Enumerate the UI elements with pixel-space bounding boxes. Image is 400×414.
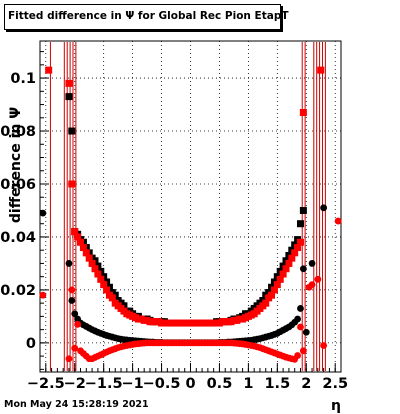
square-marker	[45, 66, 53, 74]
y-axis-title: difference in Ψ	[8, 107, 24, 223]
x-tick-label: 1	[243, 376, 253, 392]
square-marker	[294, 244, 302, 252]
y-tick-label: 0.06	[0, 177, 36, 193]
circle-marker	[71, 310, 79, 318]
square-marker	[108, 294, 116, 302]
circle-marker	[74, 320, 82, 328]
circle-marker	[320, 204, 328, 212]
square-marker	[77, 238, 85, 246]
y-tick-label: 0.04	[0, 230, 36, 246]
data-markers	[39, 66, 342, 363]
square-marker	[85, 254, 93, 262]
y-tick-label: 0.08	[0, 124, 36, 140]
circle-marker	[299, 347, 307, 355]
y-tick-label: 0.02	[0, 283, 36, 299]
x-tick-label: −1.5	[85, 376, 123, 392]
square-marker	[268, 291, 276, 299]
square-marker	[276, 275, 284, 283]
square-marker	[68, 127, 76, 135]
square-marker	[91, 265, 99, 273]
plot-frame	[39, 40, 342, 373]
x-tick-label: 1.5	[264, 376, 290, 392]
circle-marker	[334, 217, 342, 225]
square-marker	[71, 228, 79, 236]
square-marker	[273, 281, 281, 289]
square-marker	[291, 249, 299, 257]
circle-marker	[320, 342, 328, 349]
circle-marker	[68, 286, 76, 294]
square-marker	[79, 244, 87, 252]
square-marker	[285, 259, 293, 267]
square-marker	[103, 286, 111, 294]
x-tick-label: 2	[301, 376, 311, 392]
circle-marker	[299, 265, 307, 273]
circle-marker	[302, 328, 310, 336]
circle-marker	[297, 323, 304, 331]
x-tick-label: 0.5	[207, 376, 233, 392]
square-marker	[65, 79, 73, 87]
square-marker	[74, 233, 82, 241]
x-tick-label: −0.5	[143, 376, 181, 392]
circle-marker	[308, 281, 316, 289]
circle-marker	[39, 209, 47, 217]
square-marker	[97, 275, 105, 283]
circle-marker	[68, 297, 76, 304]
circle-marker	[294, 352, 301, 359]
circle-marker	[71, 344, 79, 352]
square-marker	[94, 270, 102, 278]
square-marker	[299, 108, 307, 116]
chart-title: Fitted difference in Ψ for Global Rec Pi…	[8, 10, 289, 22]
x-tick-label: 0	[185, 376, 195, 392]
square-marker	[88, 259, 96, 267]
square-marker	[279, 270, 287, 278]
square-marker	[270, 286, 278, 294]
circle-marker	[314, 275, 322, 283]
circle-marker	[297, 305, 304, 312]
circle-marker	[65, 355, 73, 363]
circle-marker	[65, 260, 73, 267]
square-marker	[296, 238, 304, 246]
y-tick-label: 0.1	[10, 71, 36, 87]
square-marker	[288, 254, 296, 262]
x-tick-label: 2.5	[322, 376, 348, 392]
square-marker	[299, 206, 307, 214]
circle-marker	[39, 291, 47, 299]
square-marker	[296, 220, 304, 228]
circle-marker	[308, 260, 316, 267]
circle-marker	[294, 315, 301, 323]
x-tick-label: −2.5	[27, 376, 65, 392]
y-tick-label: 0	[26, 336, 36, 352]
square-marker	[82, 249, 90, 257]
chart-title-box: Fitted difference in Ψ for Global Rec Pi…	[4, 4, 289, 30]
square-marker	[262, 299, 270, 307]
x-tick-label: −1	[121, 376, 143, 392]
square-marker	[68, 180, 76, 188]
square-marker	[317, 66, 325, 74]
timestamp: Mon May 24 15:28:19 2021	[4, 399, 149, 410]
square-marker	[282, 265, 290, 273]
x-tick-label: −2	[64, 376, 86, 392]
x-axis-title: η	[331, 398, 341, 414]
square-marker	[65, 93, 73, 101]
axes: −2.5−2−1.5−1−0.5 0 0.5 1 1.5 2 2.500.020.040.0…	[0, 51, 348, 392]
square-marker	[100, 281, 108, 289]
